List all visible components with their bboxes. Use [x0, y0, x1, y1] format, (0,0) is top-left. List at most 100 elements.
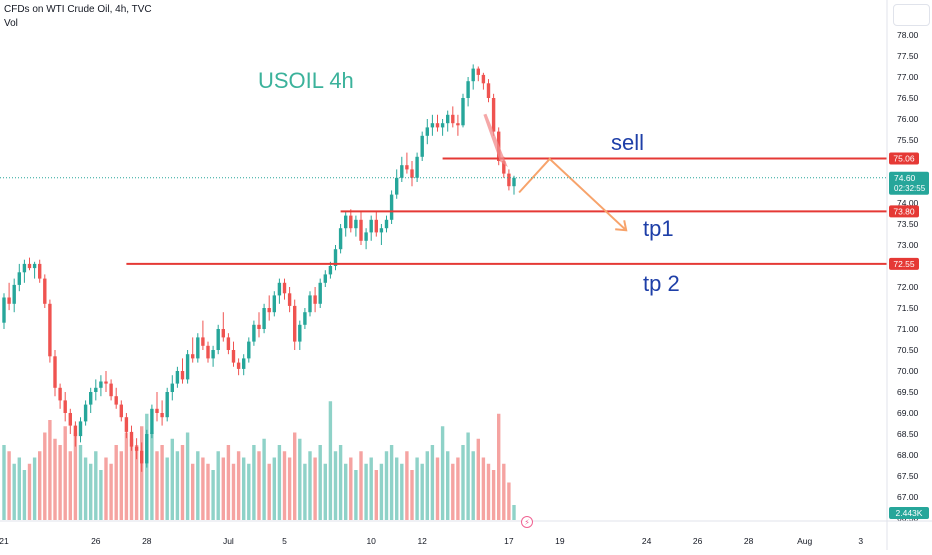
volume-bar [211, 470, 215, 520]
volume-bar [99, 470, 103, 520]
price-tag-box [889, 257, 919, 270]
volume-bar [466, 432, 470, 520]
time-tick-label: 28 [744, 536, 754, 546]
volume-bar [318, 445, 322, 520]
price-tick-label: 76.50 [897, 93, 919, 103]
candle-body [94, 387, 98, 392]
price-tick-label: 71.00 [897, 324, 919, 334]
volume-bar [43, 432, 47, 520]
volume-bar [507, 482, 511, 520]
candle-body [262, 308, 266, 329]
candle-body [89, 392, 93, 405]
volume-bar [216, 451, 220, 520]
volume-bar [512, 505, 516, 520]
candle-body [170, 383, 174, 392]
volume-bar [435, 457, 440, 520]
volume-bar [497, 413, 501, 520]
candle-body [282, 282, 287, 294]
candle-body [502, 161, 506, 174]
candle-body [83, 404, 88, 422]
volume-bar [425, 451, 429, 520]
volume-bar [7, 451, 11, 520]
chart-settings-button[interactable] [893, 4, 930, 26]
volume-bar [313, 457, 317, 520]
candle-body [415, 156, 419, 178]
candle-body [425, 127, 429, 136]
candle-body [400, 165, 404, 178]
volume-bar [461, 445, 465, 520]
time-tick-label: 10 [366, 536, 376, 546]
candle-body [68, 413, 72, 426]
candle-body [451, 114, 455, 124]
candle-body [410, 169, 414, 178]
time-tick-label: 17 [504, 536, 514, 546]
volume-bar [165, 457, 169, 520]
projection-arrowhead [615, 220, 628, 232]
candle-body [134, 446, 139, 451]
volume-bar [364, 463, 368, 520]
candle-body [196, 337, 200, 359]
candle-body [267, 308, 271, 313]
candle-body [257, 324, 261, 329]
volume-bar [89, 463, 93, 520]
drawings [483, 113, 628, 232]
countdown-label: 02:32:55 [894, 184, 926, 193]
volume-bar [134, 445, 139, 520]
volume-bar [175, 451, 180, 520]
volume-bar [389, 445, 394, 520]
volume-bar [236, 451, 241, 520]
current-price-label: 74.60 [894, 173, 916, 183]
candle-body [150, 408, 154, 434]
candle-body [58, 387, 62, 401]
volume-bar [94, 451, 98, 520]
candlesticks [2, 64, 516, 472]
candle-body [231, 350, 236, 363]
volume-bar [206, 463, 210, 520]
candle-body [17, 272, 21, 285]
time-axis: 21 26 28 Jul 5 10 12 17 19 24 26 28 Aug 3 ⚡ [0, 516, 932, 546]
volume-bar [400, 463, 404, 520]
candle-body [359, 219, 363, 241]
volume-bar [196, 451, 200, 520]
volume-bar [78, 445, 83, 520]
price-tag-label: 72.55 [893, 259, 915, 269]
volume-bar [486, 463, 491, 520]
candle-body [338, 228, 343, 250]
candle-body [323, 274, 327, 283]
price-tick-label: 73.50 [897, 219, 919, 229]
volume-bar [491, 470, 496, 520]
candle-body [104, 381, 108, 384]
candle-body [129, 431, 134, 447]
volume-bar [226, 445, 231, 520]
volume-bar [374, 470, 378, 520]
price-axis: 78.0077.5077.0076.5076.0075.5075.0074.50… [886, 0, 919, 550]
volume-bar [323, 463, 327, 520]
candle-body [155, 408, 159, 413]
price-tick-label: 73.00 [897, 240, 919, 250]
candle-body [456, 123, 460, 126]
price-tick-label: 77.00 [897, 72, 919, 82]
volume-bar [308, 451, 312, 520]
candle-body [43, 278, 47, 304]
volume-bar [369, 457, 373, 520]
volume-bar [242, 457, 246, 520]
candle-body [318, 282, 322, 304]
volume-bar [27, 463, 32, 520]
candle-body [328, 266, 333, 275]
volume-bar [2, 445, 6, 520]
volume-bar [267, 463, 271, 520]
time-tick-label: Aug [797, 536, 812, 546]
volume-bar [415, 457, 419, 520]
price-tick-label: 76.00 [897, 114, 919, 124]
volume-bar [328, 401, 333, 520]
volume-bar [471, 451, 475, 520]
volume-bar [180, 445, 185, 520]
volume-bar [293, 432, 297, 520]
price-tick-label: 68.50 [897, 429, 919, 439]
candle-body [242, 358, 246, 369]
volume-bar [257, 451, 261, 520]
volume-legend: Vol [4, 18, 18, 29]
candle-body [440, 123, 445, 128]
